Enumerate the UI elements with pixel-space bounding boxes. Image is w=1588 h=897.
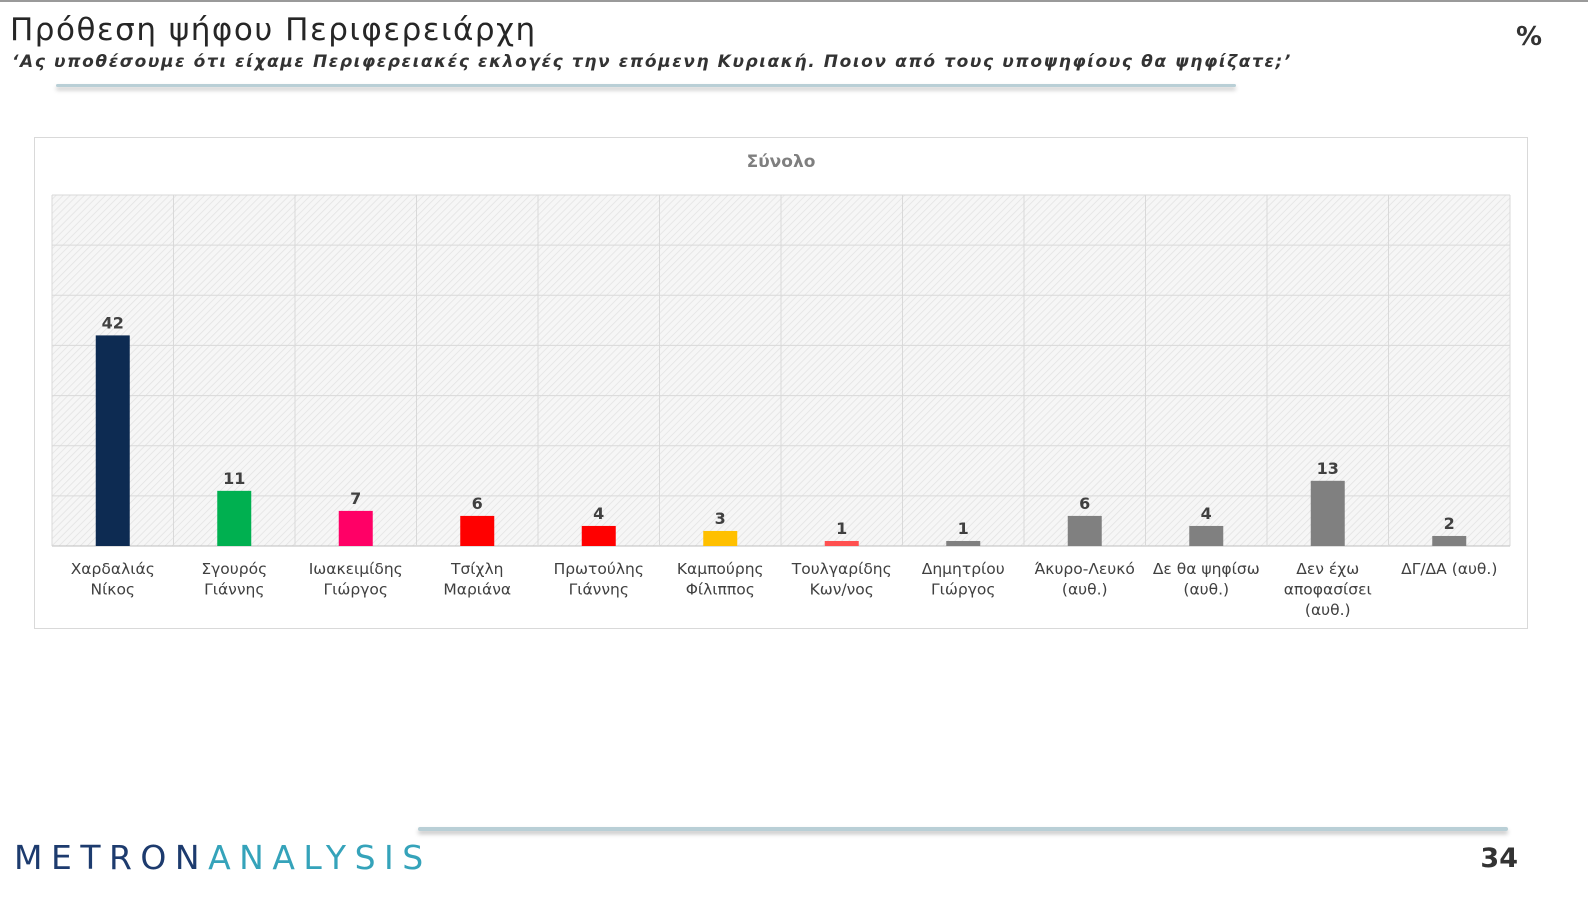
bar — [217, 490, 252, 546]
data-label: 3 — [715, 509, 726, 528]
page-title: Πρόθεση ψήφου Περιφερειάρχη — [10, 12, 537, 48]
chart-frame: Σύνολο 42 11 7 6 4 3 1 1 6 4 13 2 Χαρδαλιάς Νίκος Σγο… — [34, 137, 1528, 629]
data-label: 1 — [836, 519, 847, 538]
data-label: 42 — [102, 313, 124, 332]
page-subtitle: ‘Ας υποθέσουμε ότι είχαμε Περιφερειακές … — [12, 52, 1292, 72]
data-label: 7 — [350, 489, 361, 508]
unit-label: % — [1515, 22, 1542, 52]
page-number: 34 — [1480, 843, 1518, 874]
company-logo: METRONANALYSIS — [14, 838, 432, 877]
bar — [1432, 535, 1467, 546]
bar — [1189, 525, 1224, 546]
category-label: Πρωτούλης Γιάννης — [554, 560, 644, 599]
category-label: ΔΓ/ΔΑ (αυθ.) — [1401, 560, 1497, 578]
category-label: Χαρδαλιάς Νίκος — [71, 560, 155, 599]
subtitle-underline — [56, 84, 1236, 87]
bar — [824, 540, 859, 546]
data-label: 2 — [1444, 514, 1455, 533]
bar — [460, 515, 495, 546]
data-label: 4 — [1201, 504, 1212, 523]
bar — [946, 540, 981, 546]
gridlines — [51, 194, 1511, 547]
category-label: Τουλγαρίδης Κων/νος — [791, 560, 892, 599]
data-label: 6 — [472, 494, 483, 513]
data-label: 4 — [593, 504, 604, 523]
logo-part-analysis: ANALYSIS — [208, 838, 432, 877]
data-label: 6 — [1079, 494, 1090, 513]
footer-line — [418, 827, 1508, 831]
bar — [95, 335, 130, 546]
category-label: Σγουρός Γιάννης — [201, 560, 267, 599]
top-border-line — [0, 0, 1588, 2]
category-label: Δεν έχω αποφασίσει (αυθ.) — [1284, 560, 1372, 619]
bar — [1310, 480, 1345, 546]
data-label: 1 — [958, 519, 969, 538]
category-label: Καμπούρης Φίλιππος — [677, 560, 764, 599]
category-labels: Χαρδαλιάς Νίκος Σγουρός Γιάννης Ιωακειμίδης Γ… — [71, 560, 1498, 619]
bar — [703, 530, 738, 546]
logo-part-metron: METRON — [14, 838, 209, 877]
category-label: Δημητρίου Γιώργος — [922, 560, 1005, 599]
data-label: 11 — [223, 469, 245, 488]
category-label: Άκυρο-Λευκό (αυθ.) — [1035, 560, 1135, 599]
bar — [581, 525, 616, 546]
data-label: 13 — [1317, 459, 1339, 478]
category-label: Τσίχλη Μαριάνα — [443, 560, 511, 599]
bars — [95, 335, 1467, 546]
category-label: Ιωακειμίδης Γιώργος — [309, 560, 403, 599]
bar — [1067, 515, 1102, 546]
bar — [338, 510, 373, 546]
category-label: Δε θα ψηφίσω (αυθ.) — [1153, 560, 1260, 599]
chart-title: Σύνολο — [746, 152, 816, 172]
